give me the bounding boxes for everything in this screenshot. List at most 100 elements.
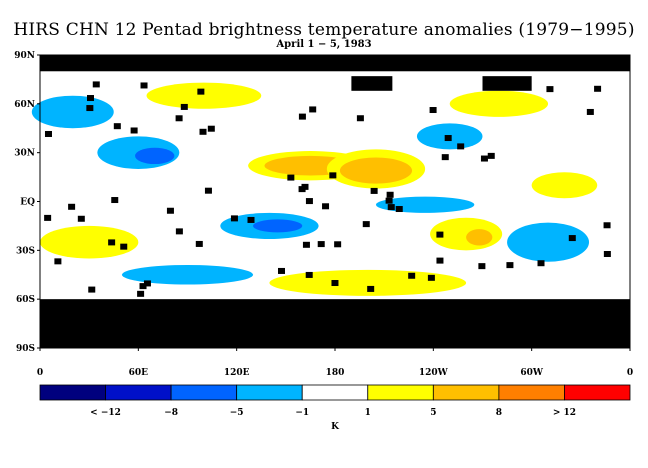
missing-data-cell: [108, 239, 116, 246]
missing-data-cell: [427, 274, 435, 281]
missing-data-cell: [120, 243, 128, 250]
latitude-tick-label: 60N: [14, 100, 35, 110]
legend-swatch: [105, 384, 172, 401]
missing-data-cell: [537, 260, 545, 267]
legend-swatch: [39, 384, 106, 401]
anomaly-region: [339, 157, 413, 184]
legend-tick-label: 1: [365, 408, 371, 418]
legend-tick-label: > 12: [553, 408, 576, 418]
legend-tick-label: < −12: [90, 408, 121, 418]
missing-data-cell: [367, 285, 375, 292]
latitude-tick-label: EQ: [20, 198, 35, 208]
latitude-tick-label: 30S: [16, 246, 35, 256]
missing-data-region: [482, 76, 532, 91]
missing-data-cell: [322, 203, 330, 210]
missing-data-cell: [480, 155, 488, 162]
latitude-tick-label: 60S: [16, 295, 35, 305]
legend-swatch: [564, 384, 631, 401]
missing-data-cell: [444, 135, 452, 142]
chart-subtitle: April 1 − 5, 1983: [276, 39, 372, 50]
missing-data-cell: [329, 172, 337, 179]
missing-data-cell: [603, 251, 611, 258]
missing-data-cell: [309, 106, 317, 113]
missing-data-cell: [92, 81, 100, 88]
anomaly-region: [269, 269, 467, 296]
missing-data-cell: [506, 262, 514, 269]
missing-data-cell: [130, 127, 138, 134]
longitude-tick-label: 0: [627, 368, 633, 378]
missing-data-cell: [180, 103, 188, 110]
missing-data-cell: [86, 105, 94, 112]
legend-swatch: [170, 384, 238, 401]
missing-data-cell: [54, 258, 62, 265]
legend-tick-label: −8: [164, 408, 178, 418]
legend-swatch: [301, 384, 369, 401]
missing-data-cell: [195, 240, 203, 247]
missing-data-cell: [457, 143, 465, 150]
missing-data-cell: [137, 290, 145, 297]
missing-data-cell: [140, 82, 148, 89]
legend-swatch: [236, 384, 303, 401]
anomaly-region: [253, 219, 303, 233]
missing-data-cell: [287, 174, 295, 181]
missing-data-cell: [331, 280, 339, 287]
legend-tick-label: 8: [496, 408, 502, 418]
missing-data-cell: [594, 85, 602, 92]
legend-tick-label: −5: [230, 408, 244, 418]
longitude-tick-label: 120W: [419, 368, 449, 378]
missing-data-cell: [334, 241, 342, 248]
missing-data-cell: [175, 228, 183, 235]
legend-swatch: [498, 384, 565, 401]
missing-data-cell: [362, 221, 370, 228]
legend-swatch: [432, 384, 500, 401]
missing-data-cell: [298, 113, 306, 120]
missing-data-cell: [305, 271, 313, 278]
latitude-labels: 90N 60N 30N EQ 30S 60S 90S: [14, 51, 40, 354]
missing-data-cell: [441, 154, 449, 161]
anomaly-region: [507, 222, 590, 262]
anomaly-region: [121, 264, 254, 285]
longitude-tick-label: 60W: [520, 368, 544, 378]
missing-data-cell: [546, 86, 554, 93]
missing-data-cell: [86, 95, 94, 102]
anomaly-region: [146, 82, 262, 109]
legend-tick-label: 5: [430, 408, 436, 418]
legend-tick-label: −1: [295, 408, 309, 418]
missing-data-cell: [204, 187, 212, 194]
missing-data-cell: [317, 241, 325, 248]
longitude-tick-label: 0: [37, 368, 43, 378]
missing-data-cell: [305, 198, 313, 205]
missing-data-cell: [166, 207, 174, 214]
missing-data-cell: [436, 257, 444, 264]
longitude-labels: 0 60E 120E 180 120W 60W 0: [37, 348, 633, 378]
missing-data-region: [351, 76, 393, 91]
missing-data-cell: [370, 187, 378, 194]
missing-data-cell: [199, 128, 207, 135]
missing-data-cell: [175, 115, 183, 122]
map-layer: [31, 55, 630, 348]
missing-data-cell: [386, 191, 394, 198]
missing-data-cell: [247, 216, 255, 223]
missing-data-cell: [44, 130, 52, 137]
anomaly-region: [39, 225, 139, 259]
chart-title: HIRS CHN 12 Pentad brightness temperatur…: [13, 20, 635, 40]
missing-data-cell: [302, 241, 310, 248]
missing-data-cell: [356, 115, 364, 122]
missing-data-cell: [298, 186, 306, 193]
missing-data-cell: [387, 204, 395, 211]
missing-data-cell: [385, 197, 393, 204]
latitude-tick-label: 30N: [14, 149, 35, 159]
anomaly-region: [449, 90, 549, 117]
missing-data-cell: [429, 107, 437, 114]
legend-swatch: [367, 384, 434, 401]
missing-data-cell: [436, 231, 444, 238]
latitude-tick-label: 90S: [16, 344, 35, 354]
missing-data-cell: [230, 215, 238, 222]
missing-data-cell: [568, 235, 576, 242]
anomaly-region: [466, 229, 493, 246]
longitude-tick-label: 60E: [129, 368, 149, 378]
longitude-tick-label: 120E: [224, 368, 250, 378]
missing-data-cell: [68, 203, 76, 210]
missing-data-cell: [77, 215, 85, 222]
